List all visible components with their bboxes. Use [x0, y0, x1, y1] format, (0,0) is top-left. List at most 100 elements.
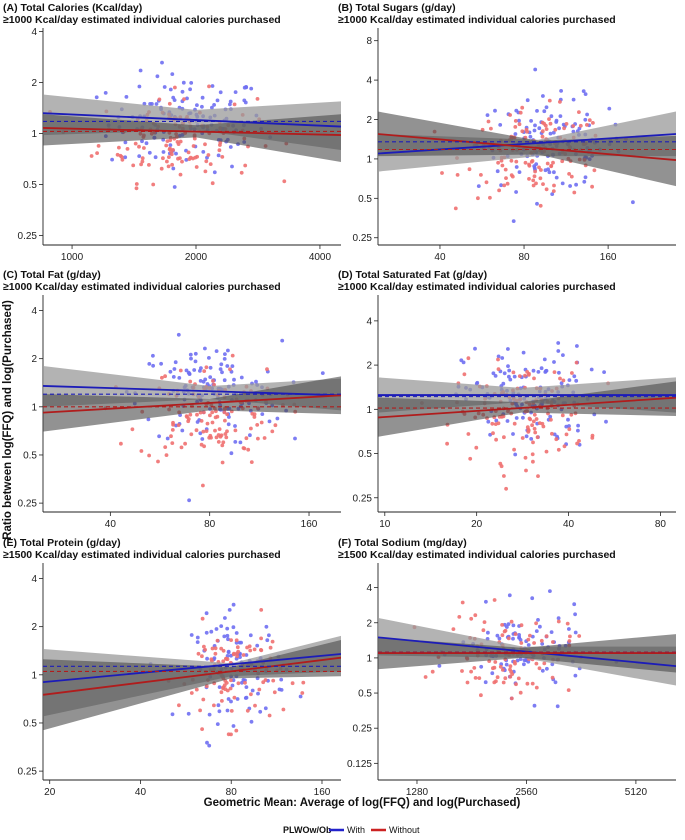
- point-without: [469, 669, 473, 674]
- point-with: [529, 437, 534, 441]
- point-without: [532, 174, 537, 179]
- point-without: [577, 110, 581, 114]
- point-without: [206, 153, 211, 157]
- point-with: [498, 123, 503, 127]
- panel-title: (A) Total Calories (Kcal/day): [3, 2, 142, 14]
- point-without: [192, 136, 197, 141]
- point-with: [531, 368, 536, 373]
- point-with: [209, 629, 214, 634]
- point-without: [261, 680, 266, 685]
- point-with: [508, 377, 513, 382]
- point-without: [176, 423, 181, 427]
- point-with: [491, 371, 496, 376]
- point-with: [189, 356, 193, 361]
- point-with: [488, 432, 492, 437]
- point-with: [155, 74, 160, 79]
- point-with: [231, 602, 236, 607]
- point-without: [530, 681, 535, 686]
- point-with: [529, 119, 533, 123]
- point-with: [239, 375, 244, 380]
- point-without: [590, 436, 595, 440]
- point-with: [589, 367, 594, 372]
- plot-area: [43, 602, 341, 748]
- point-without: [220, 699, 224, 703]
- point-without: [532, 376, 536, 381]
- point-without: [140, 156, 145, 161]
- point-without: [137, 144, 141, 149]
- point-without: [229, 732, 233, 737]
- point-with: [137, 84, 142, 89]
- point-with: [511, 623, 516, 628]
- point-without: [168, 146, 172, 151]
- x-tick-label: 4000: [309, 252, 332, 263]
- point-without: [202, 410, 206, 415]
- point-without: [489, 126, 493, 131]
- point-without: [234, 638, 239, 643]
- y-tick-label: 4: [31, 27, 37, 38]
- point-without: [479, 693, 483, 698]
- point-with: [564, 424, 569, 429]
- panel-title: (E) Total Protein (g/day): [3, 537, 121, 549]
- point-without: [558, 376, 562, 381]
- point-without: [140, 159, 145, 164]
- point-with: [235, 697, 240, 701]
- point-without: [216, 440, 221, 444]
- point-with: [217, 709, 222, 714]
- point-without: [246, 447, 251, 452]
- point-without: [161, 156, 165, 161]
- point-without: [542, 121, 547, 126]
- point-with: [147, 150, 152, 155]
- point-without: [465, 680, 470, 685]
- point-with: [511, 636, 515, 641]
- point-without: [239, 170, 244, 175]
- point-without: [445, 441, 449, 446]
- point-without: [574, 360, 579, 365]
- point-with: [200, 95, 205, 100]
- point-without: [229, 638, 234, 642]
- point-without: [232, 102, 237, 107]
- point-without: [194, 687, 199, 692]
- y-tick-label: 2: [31, 354, 37, 365]
- point-without: [213, 646, 218, 651]
- point-without: [525, 681, 530, 686]
- point-without: [550, 431, 554, 436]
- panels: (A) Total Calories (Kcal/day)≥1000 Kcal/…: [3, 2, 676, 798]
- point-without: [473, 676, 478, 680]
- point-with: [497, 636, 502, 641]
- point-without: [211, 379, 215, 383]
- point-without: [235, 645, 240, 650]
- point-with: [583, 117, 588, 122]
- y-tick-label: 4: [31, 306, 37, 317]
- point-without: [451, 627, 456, 631]
- point-without: [249, 692, 253, 697]
- point-with: [195, 103, 199, 107]
- point-without: [202, 369, 207, 373]
- point-without: [241, 653, 246, 657]
- point-without: [256, 436, 260, 441]
- point-without: [201, 429, 206, 434]
- point-without: [219, 646, 224, 651]
- point-with: [545, 666, 549, 671]
- point-without: [147, 163, 151, 167]
- point-with: [604, 419, 608, 424]
- point-without: [249, 426, 253, 431]
- point-without: [208, 162, 213, 167]
- point-with: [219, 362, 224, 367]
- point-without: [142, 146, 146, 150]
- point-without: [540, 421, 545, 426]
- fit-line-with: [378, 133, 676, 155]
- point-without: [571, 124, 576, 128]
- point-without: [224, 657, 229, 661]
- point-with: [223, 616, 227, 620]
- point-without: [468, 456, 473, 461]
- point-without: [577, 634, 582, 638]
- point-with: [573, 630, 578, 635]
- point-without: [203, 169, 208, 174]
- point-without: [564, 432, 569, 437]
- point-with: [192, 368, 197, 372]
- point-without: [262, 436, 267, 440]
- point-without: [567, 172, 571, 176]
- point-without: [502, 183, 507, 188]
- point-with: [203, 377, 208, 382]
- point-with: [171, 95, 176, 100]
